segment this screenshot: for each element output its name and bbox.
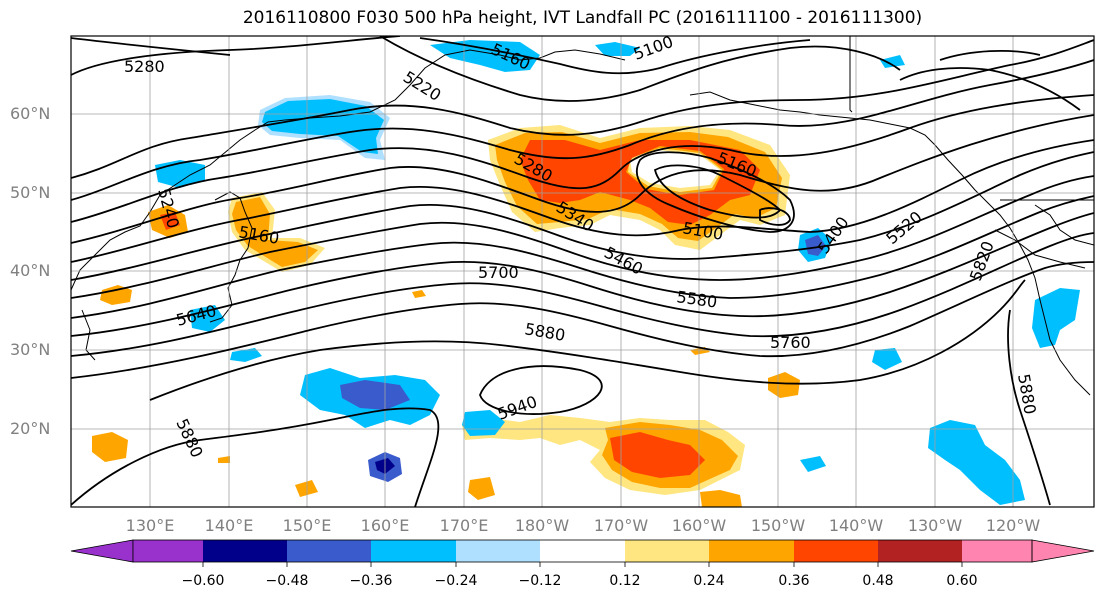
map-frame — [70, 35, 1095, 508]
contour-label: 5580 — [675, 287, 718, 311]
colorbar-bin — [371, 540, 456, 562]
colorbar — [70, 539, 1095, 567]
lat-label: 40°N — [10, 261, 51, 280]
colorbar-bin — [133, 540, 203, 562]
lon-label: 130°E — [125, 516, 175, 535]
colorbar-tick-label: 0.48 — [862, 573, 894, 589]
lon-label: 150°W — [750, 516, 806, 535]
map-title: 2016110800 F030 500 hPa height, IVT Land… — [242, 8, 923, 28]
colorbar-tick-label: −0.24 — [434, 573, 478, 589]
height-contours — [71, 36, 1094, 507]
colorbar-bin — [709, 540, 794, 562]
lon-label: 160°E — [360, 516, 410, 535]
contour-label: 5280 — [124, 57, 165, 76]
lat-label: 30°N — [10, 340, 51, 359]
colorbar-bin — [203, 540, 287, 562]
colorbar-bin — [625, 540, 709, 562]
colorbar-tick-label: −0.12 — [518, 573, 562, 589]
lat-label: 60°N — [10, 104, 51, 123]
contour-label: 5100 — [631, 32, 676, 64]
colorbar-max-extension — [1031, 539, 1095, 563]
colorbar-tick-label: 0.12 — [609, 573, 641, 589]
lat-label: 50°N — [10, 183, 51, 202]
colorbar-tick-label: −0.60 — [181, 573, 225, 589]
lon-label: 130°W — [907, 516, 963, 535]
lon-label: 160°W — [671, 516, 727, 535]
contour-label: 5460 — [601, 243, 646, 279]
colorbar-bin — [878, 540, 962, 562]
contour-label: 5220 — [400, 67, 445, 105]
lon-label: 180°W — [514, 516, 570, 535]
lon-label: 140°W — [828, 516, 884, 535]
lon-label: 120°W — [985, 516, 1041, 535]
negative-ivt-shading — [155, 40, 1080, 505]
positive-ivt-shading — [92, 125, 800, 507]
lon-label: 170°W — [593, 516, 649, 535]
contour-label: 5700 — [478, 263, 519, 282]
colorbar-tick-label: 0.24 — [693, 573, 725, 589]
colorbar-tick-label: 0.36 — [778, 573, 810, 589]
lon-label: 140°E — [204, 516, 254, 535]
contour-label: 5820 — [966, 239, 998, 284]
contour-label: 5760 — [770, 333, 811, 352]
coastlines — [71, 36, 1094, 396]
colorbar-tick-label: −0.48 — [265, 573, 309, 589]
contour-label: 5880 — [523, 319, 566, 345]
colorbar-bin — [456, 540, 540, 562]
colorbar-tick-label: −0.36 — [349, 573, 393, 589]
colorbar-frame — [132, 539, 1033, 563]
contour-label: 5880 — [1014, 372, 1040, 415]
lon-label: 150°E — [282, 516, 332, 535]
colorbar-bin — [540, 540, 625, 562]
colorbar-bin — [287, 540, 371, 562]
colorbar-min-extension — [70, 539, 134, 563]
colorbar-tick-label: 0.60 — [946, 573, 978, 589]
contour-label: 5880 — [172, 416, 206, 461]
colorbar-bin — [794, 540, 878, 562]
colorbar-bin — [962, 540, 1032, 562]
lon-label: 170°E — [439, 516, 489, 535]
lat-label: 20°N — [10, 419, 51, 438]
